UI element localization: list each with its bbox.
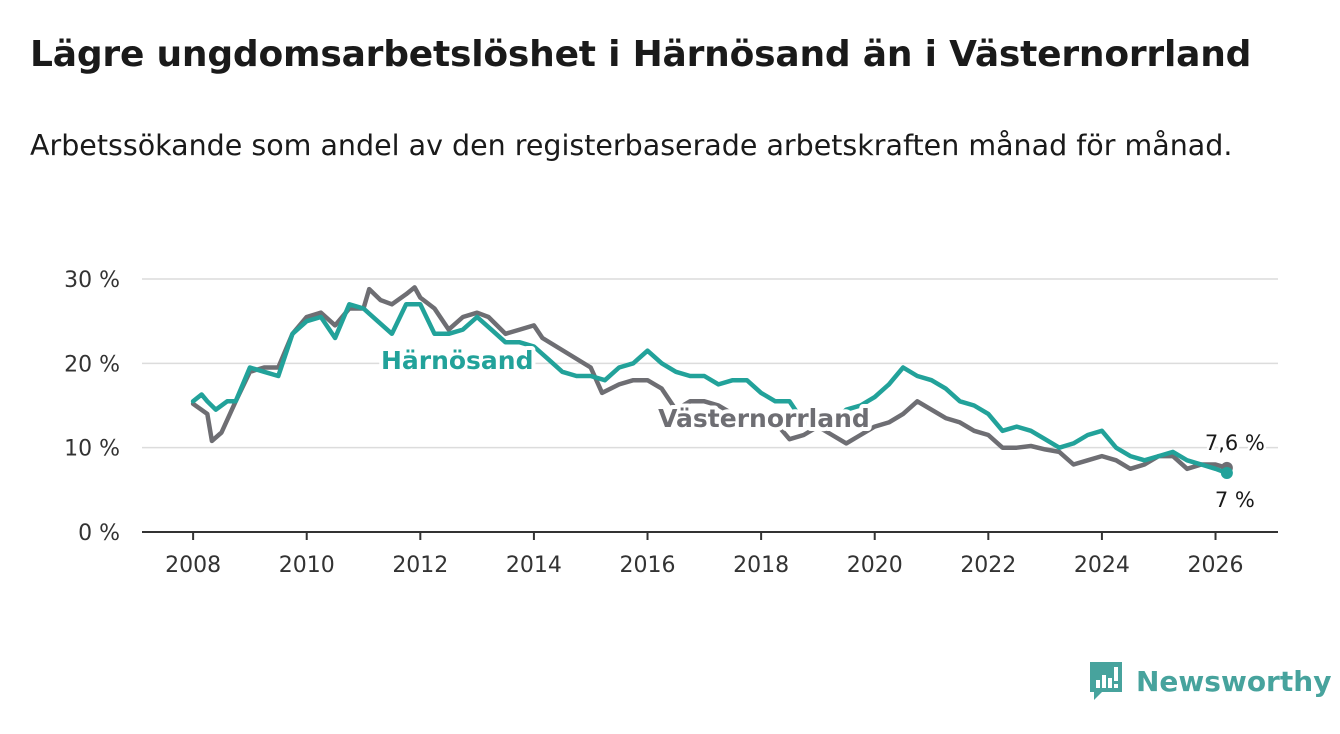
gridlines: [142, 278, 1278, 449]
x-tick-label: 2026: [1188, 553, 1244, 578]
x-tick-label: 2008: [165, 553, 221, 578]
series-lines: [190, 285, 1233, 479]
bar-chart-badge-icon: [1090, 662, 1122, 700]
x-tick-label: 2016: [620, 553, 676, 578]
y-tick-label: 20 %: [64, 352, 120, 377]
x-tick-label: 2018: [733, 553, 789, 578]
y-tick-label: 30 %: [64, 268, 120, 293]
axes: 0 % 10 % 20 % 30 % 2008 2010 2012 2014 2016 2018 2…: [64, 268, 1278, 578]
newsworthy-logo: Newsworthy: [1088, 660, 1331, 702]
end-value-label: 7 %: [1215, 488, 1255, 512]
x-tick-label: 2020: [847, 553, 903, 578]
x-tick-label: 2024: [1074, 553, 1130, 578]
series-name-label: Västernorrland: [658, 404, 870, 433]
y-tick-label: 10 %: [64, 437, 120, 462]
x-tick-label: 2010: [279, 553, 335, 578]
series-line-v-sternorrland: [190, 285, 1230, 472]
series-name-label: Härnösand: [381, 346, 534, 375]
x-tick-label: 2012: [392, 553, 448, 578]
series-end-point: [1220, 466, 1233, 479]
page-title: Lägre ungdomsarbetslöshet i Härnösand än…: [30, 34, 1252, 75]
y-tick-label: 0 %: [78, 521, 120, 546]
x-tick-label: 2014: [506, 553, 562, 578]
x-tick-label: 2022: [960, 553, 1016, 578]
brand-name: Newsworthy: [1136, 664, 1332, 698]
chart-subtitle: Arbetssökande som andel av den registerb…: [30, 129, 1233, 162]
chart-labels: 7,6 % 7 % Härnösand Västernorrland: [377, 342, 1267, 515]
end-value-label: 7,6 %: [1205, 431, 1265, 455]
series-line-h-rn-sand: [190, 302, 1230, 476]
